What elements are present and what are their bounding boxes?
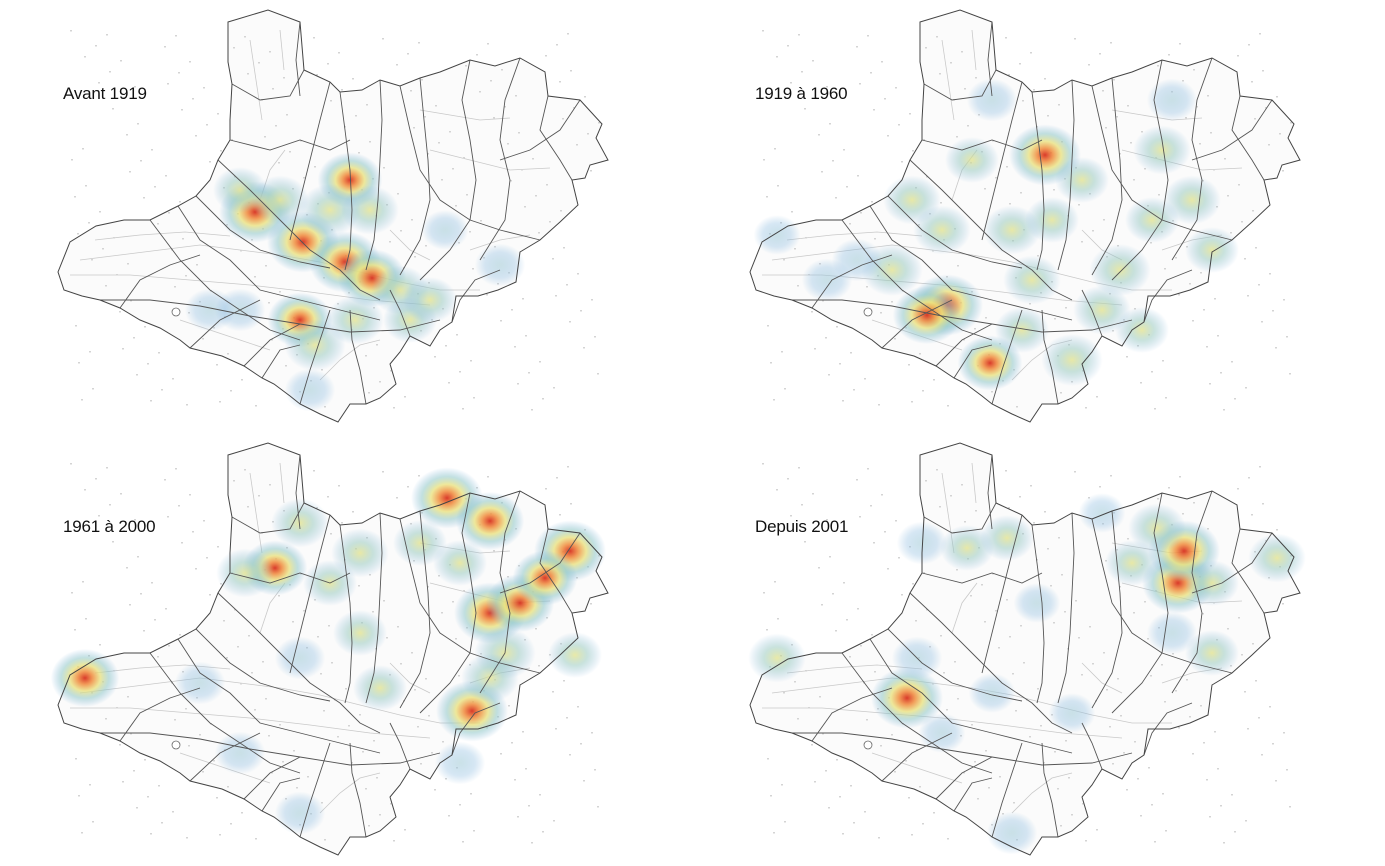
density-spot bbox=[871, 667, 943, 729]
density-spot bbox=[1073, 285, 1131, 335]
district-boundaries bbox=[792, 454, 1273, 838]
heatmap-1919-a-1960 bbox=[749, 9, 1301, 423]
density-spot bbox=[1163, 175, 1221, 225]
roundabout-marker bbox=[863, 740, 873, 750]
density-layer bbox=[753, 78, 1239, 391]
map-panel-1961-a-2000: 1961 à 2000 bbox=[0, 433, 692, 866]
roundabout-marker bbox=[171, 307, 181, 317]
panel-title: 1961 à 2000 bbox=[63, 517, 156, 536]
map-panel-depuis-2001: Depuis 2001 bbox=[692, 433, 1384, 866]
density-spot bbox=[213, 167, 267, 213]
density-spot bbox=[421, 210, 469, 250]
density-spot bbox=[1146, 611, 1198, 655]
commune-boundary bbox=[749, 9, 1301, 423]
density-spot bbox=[831, 238, 883, 282]
heatmap-avant-1919 bbox=[57, 9, 609, 423]
density-spot bbox=[1185, 560, 1239, 606]
density-spot bbox=[434, 741, 486, 785]
density-spot bbox=[995, 307, 1049, 353]
density-spot bbox=[1013, 583, 1061, 623]
district-boundaries bbox=[792, 21, 1273, 405]
commune-boundary bbox=[749, 442, 1301, 856]
panel-title: Depuis 2001 bbox=[755, 517, 849, 536]
density-spot bbox=[1146, 78, 1198, 122]
density-spot bbox=[896, 521, 948, 565]
density-spot bbox=[216, 548, 274, 598]
density-spot bbox=[1125, 197, 1179, 243]
density-spot bbox=[403, 277, 457, 323]
density-spot bbox=[1115, 307, 1169, 353]
district-boundaries bbox=[100, 454, 581, 838]
density-spot bbox=[393, 520, 447, 566]
map-panel-1919-a-1960: 1919 à 1960 bbox=[692, 0, 1384, 433]
density-spot bbox=[326, 295, 384, 345]
density-spot bbox=[968, 673, 1016, 713]
panel-title: Avant 1919 bbox=[63, 84, 147, 103]
density-spot bbox=[461, 653, 519, 703]
density-spot bbox=[1133, 125, 1191, 175]
density-spot bbox=[274, 636, 326, 680]
density-spot bbox=[986, 811, 1038, 855]
density-spot bbox=[1041, 333, 1103, 387]
density-spot bbox=[299, 183, 361, 237]
density-spot bbox=[512, 550, 578, 606]
heatmap-1961-a-2000 bbox=[50, 442, 609, 856]
density-spot bbox=[913, 205, 971, 255]
map-panel-avant-1919: Avant 1919 bbox=[0, 0, 692, 433]
density-spot bbox=[1105, 540, 1159, 586]
density-spot bbox=[271, 498, 329, 548]
density-spot bbox=[892, 285, 962, 345]
density-spot bbox=[341, 185, 399, 235]
density-spot bbox=[1003, 255, 1061, 305]
density-spot bbox=[433, 540, 487, 586]
density-spot bbox=[1025, 197, 1079, 243]
density-spot bbox=[1185, 227, 1239, 273]
density-spot bbox=[284, 368, 336, 412]
density-spot bbox=[966, 78, 1018, 122]
district-boundaries bbox=[100, 21, 581, 405]
density-layer bbox=[50, 467, 606, 835]
roundabout-marker bbox=[171, 740, 181, 750]
density-spot bbox=[548, 632, 602, 678]
commune-boundary bbox=[57, 9, 609, 423]
density-spot bbox=[918, 713, 966, 753]
heatmap-depuis-2001 bbox=[748, 442, 1306, 856]
roundabout-marker bbox=[863, 307, 873, 317]
density-spot bbox=[1128, 503, 1186, 553]
density-spot bbox=[945, 137, 999, 183]
density-spot bbox=[748, 633, 806, 683]
density-layer bbox=[748, 493, 1306, 855]
density-spot bbox=[50, 648, 120, 708]
density-spot bbox=[333, 610, 387, 656]
density-spot bbox=[214, 731, 266, 775]
density-spot bbox=[353, 665, 407, 711]
density-spot bbox=[474, 243, 526, 287]
density-spot bbox=[1048, 693, 1096, 733]
density-spot bbox=[1078, 493, 1126, 533]
density-spot bbox=[980, 515, 1034, 561]
density-spot bbox=[1248, 533, 1306, 583]
commune-boundary bbox=[57, 442, 609, 856]
panel-title: 1919 à 1960 bbox=[755, 84, 848, 103]
density-spot bbox=[455, 491, 525, 551]
density-spot bbox=[753, 215, 801, 255]
density-spot bbox=[174, 661, 226, 705]
density-spot bbox=[1055, 157, 1109, 203]
density-spot bbox=[274, 791, 326, 835]
